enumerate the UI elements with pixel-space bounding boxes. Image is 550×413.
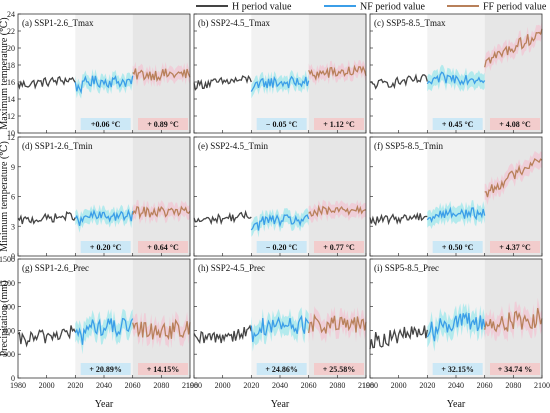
y-tick-label: 9 <box>11 163 15 172</box>
nf-change-label: + 0.50 °C <box>442 243 474 252</box>
x-tick-label: 2000 <box>391 381 407 390</box>
panel-title: (e) SSP2-4.5_Tmin <box>198 141 269 151</box>
x-tick-label: 2060 <box>301 381 317 390</box>
ff-change-label: + 0.77 °C <box>323 243 355 252</box>
x-tick-label: 2080 <box>329 381 345 390</box>
x-tick-label: 2040 <box>448 381 464 390</box>
panel-4: (e) SSP2-4.5_Tmin − 0.20 °C + 0.77 °C <box>194 137 366 256</box>
nf-period-shade <box>75 137 132 256</box>
panel-7: 1980 2000 2020 2040 2060 2080 2100 (h) SSP2-4.5… <box>186 259 374 390</box>
y-tick-label: 3 <box>11 222 15 231</box>
y-tick-label: 12 <box>7 133 15 142</box>
legend-label-2: FF period value <box>483 2 547 13</box>
ff-change-label: + 0.89 °C <box>147 120 179 129</box>
series-line-hist <box>370 213 427 224</box>
x-tick-label: 2020 <box>419 381 435 390</box>
panel-2: (c) SSP5-8.5_Tmax + 0.45 °C + 4.08 °C <box>370 14 542 133</box>
x-tick-label: 2080 <box>153 381 169 390</box>
panel-1: (b) SSP2-4.5_Tmax − 0.05 °C + 1.12 °C <box>194 14 366 133</box>
panel-3: 036912(d) SSP1-2.6_Tmin+ 0.20 °C + 0.64 °… <box>7 133 190 261</box>
ff-period-shade <box>309 137 366 256</box>
panel-title: (c) SSP5-8.5_Tmax <box>374 18 446 28</box>
nf-period-shade <box>251 137 308 256</box>
x-axis-label-1: Year <box>271 399 290 410</box>
panel-0: 1012141618202224(a) SSP1-2.6_Tmax+0.06 °… <box>7 10 190 138</box>
legend: H period value NF period value FF period v… <box>196 2 547 13</box>
nf-change-label: +0.06 °C <box>91 120 121 129</box>
nf-period-shade <box>75 14 132 133</box>
x-tick-label: 2040 <box>96 381 112 390</box>
series-line-hist <box>370 326 427 350</box>
nf-change-label: + 32.15% <box>441 365 474 374</box>
panel-title: (g) SSP1-2.6_Prec <box>22 263 89 273</box>
y-tick-label: 6 <box>11 193 15 202</box>
ff-change-label: + 34.74 % <box>498 365 533 374</box>
nf-change-label: + 24.86% <box>265 365 298 374</box>
x-tick-label: 2000 <box>215 381 231 390</box>
ff-change-label: + 4.37 °C <box>499 243 531 252</box>
legend-label-0: H period value <box>232 2 292 13</box>
nf-period-shade <box>251 14 308 133</box>
x-tick-label: 2080 <box>505 381 521 390</box>
y-tick-label: 1500 <box>0 255 15 264</box>
ff-period-shade <box>485 14 542 133</box>
nf-change-label: − 0.20 °C <box>266 243 298 252</box>
y-axis-label-1: Minimum temperature (℃) <box>0 141 10 252</box>
y-axis-label-2: Precipitation (mm) <box>0 281 10 357</box>
panel-title: (d) SSP1-2.6_Tmin <box>22 141 93 151</box>
panel-title: (i) SSP5-8.5_Prec <box>374 263 439 273</box>
y-axis-label-0: Maximum temperature (℃) <box>0 17 10 129</box>
panel-title: (b) SSP2-4.5_Tmax <box>198 18 271 28</box>
x-tick-label: 1980 <box>362 381 378 390</box>
x-tick-label: 2000 <box>39 381 55 390</box>
series-line-hist <box>18 77 75 88</box>
x-tick-label: 2040 <box>272 381 288 390</box>
x-tick-label: 2060 <box>125 381 141 390</box>
panel-title: (a) SSP1-2.6_Tmax <box>22 18 94 28</box>
legend-label-1: NF period value <box>360 2 426 13</box>
panel-8: 1980 2000 2020 2040 2060 2080 2100 (i) SSP5-8.5… <box>362 259 550 390</box>
x-axis-label-0: Year <box>95 399 114 410</box>
x-tick-label: 2100 <box>534 381 550 390</box>
nf-change-label: + 0.45 °C <box>442 120 474 129</box>
series-line-hist <box>18 212 75 224</box>
ff-change-label: + 1.12 °C <box>323 120 355 129</box>
ff-change-label: + 14.15% <box>147 365 180 374</box>
ff-change-label: + 0.64 °C <box>147 243 179 252</box>
x-axis-label-2: Year <box>447 399 466 410</box>
x-tick-label: 2020 <box>243 381 259 390</box>
nf-period-shade <box>427 137 484 256</box>
nf-change-label: + 0.20 °C <box>90 243 122 252</box>
panel-6: 0 300 600 900 1200 1500 1980 2000 2020 2040 2060 20… <box>0 255 198 390</box>
series-line-hist <box>18 325 75 345</box>
ff-period-shade <box>133 137 190 256</box>
x-tick-label: 1980 <box>186 381 202 390</box>
nf-change-label: − 0.05 °C <box>266 120 298 129</box>
x-tick-label: 2020 <box>67 381 83 390</box>
panel-title: (f) SSP5-8.5_Tmin <box>374 141 444 151</box>
series-line-hist <box>194 76 251 89</box>
x-tick-label: 1980 <box>10 381 26 390</box>
series-line-hist <box>370 75 427 88</box>
x-tick-label: 2060 <box>477 381 493 390</box>
nf-change-label: + 20.89% <box>89 365 122 374</box>
panel-title: (h) SSP2-4.5_Prec <box>198 263 265 273</box>
series-line-hist <box>194 212 251 223</box>
series-line-hist <box>194 326 251 343</box>
ff-change-label: + 25.58% <box>323 365 356 374</box>
panel-5: (f) SSP5-8.5_Tmin + 0.50 °C + 4.37 °C <box>370 137 542 256</box>
ff-change-label: + 4.08 °C <box>499 120 531 129</box>
